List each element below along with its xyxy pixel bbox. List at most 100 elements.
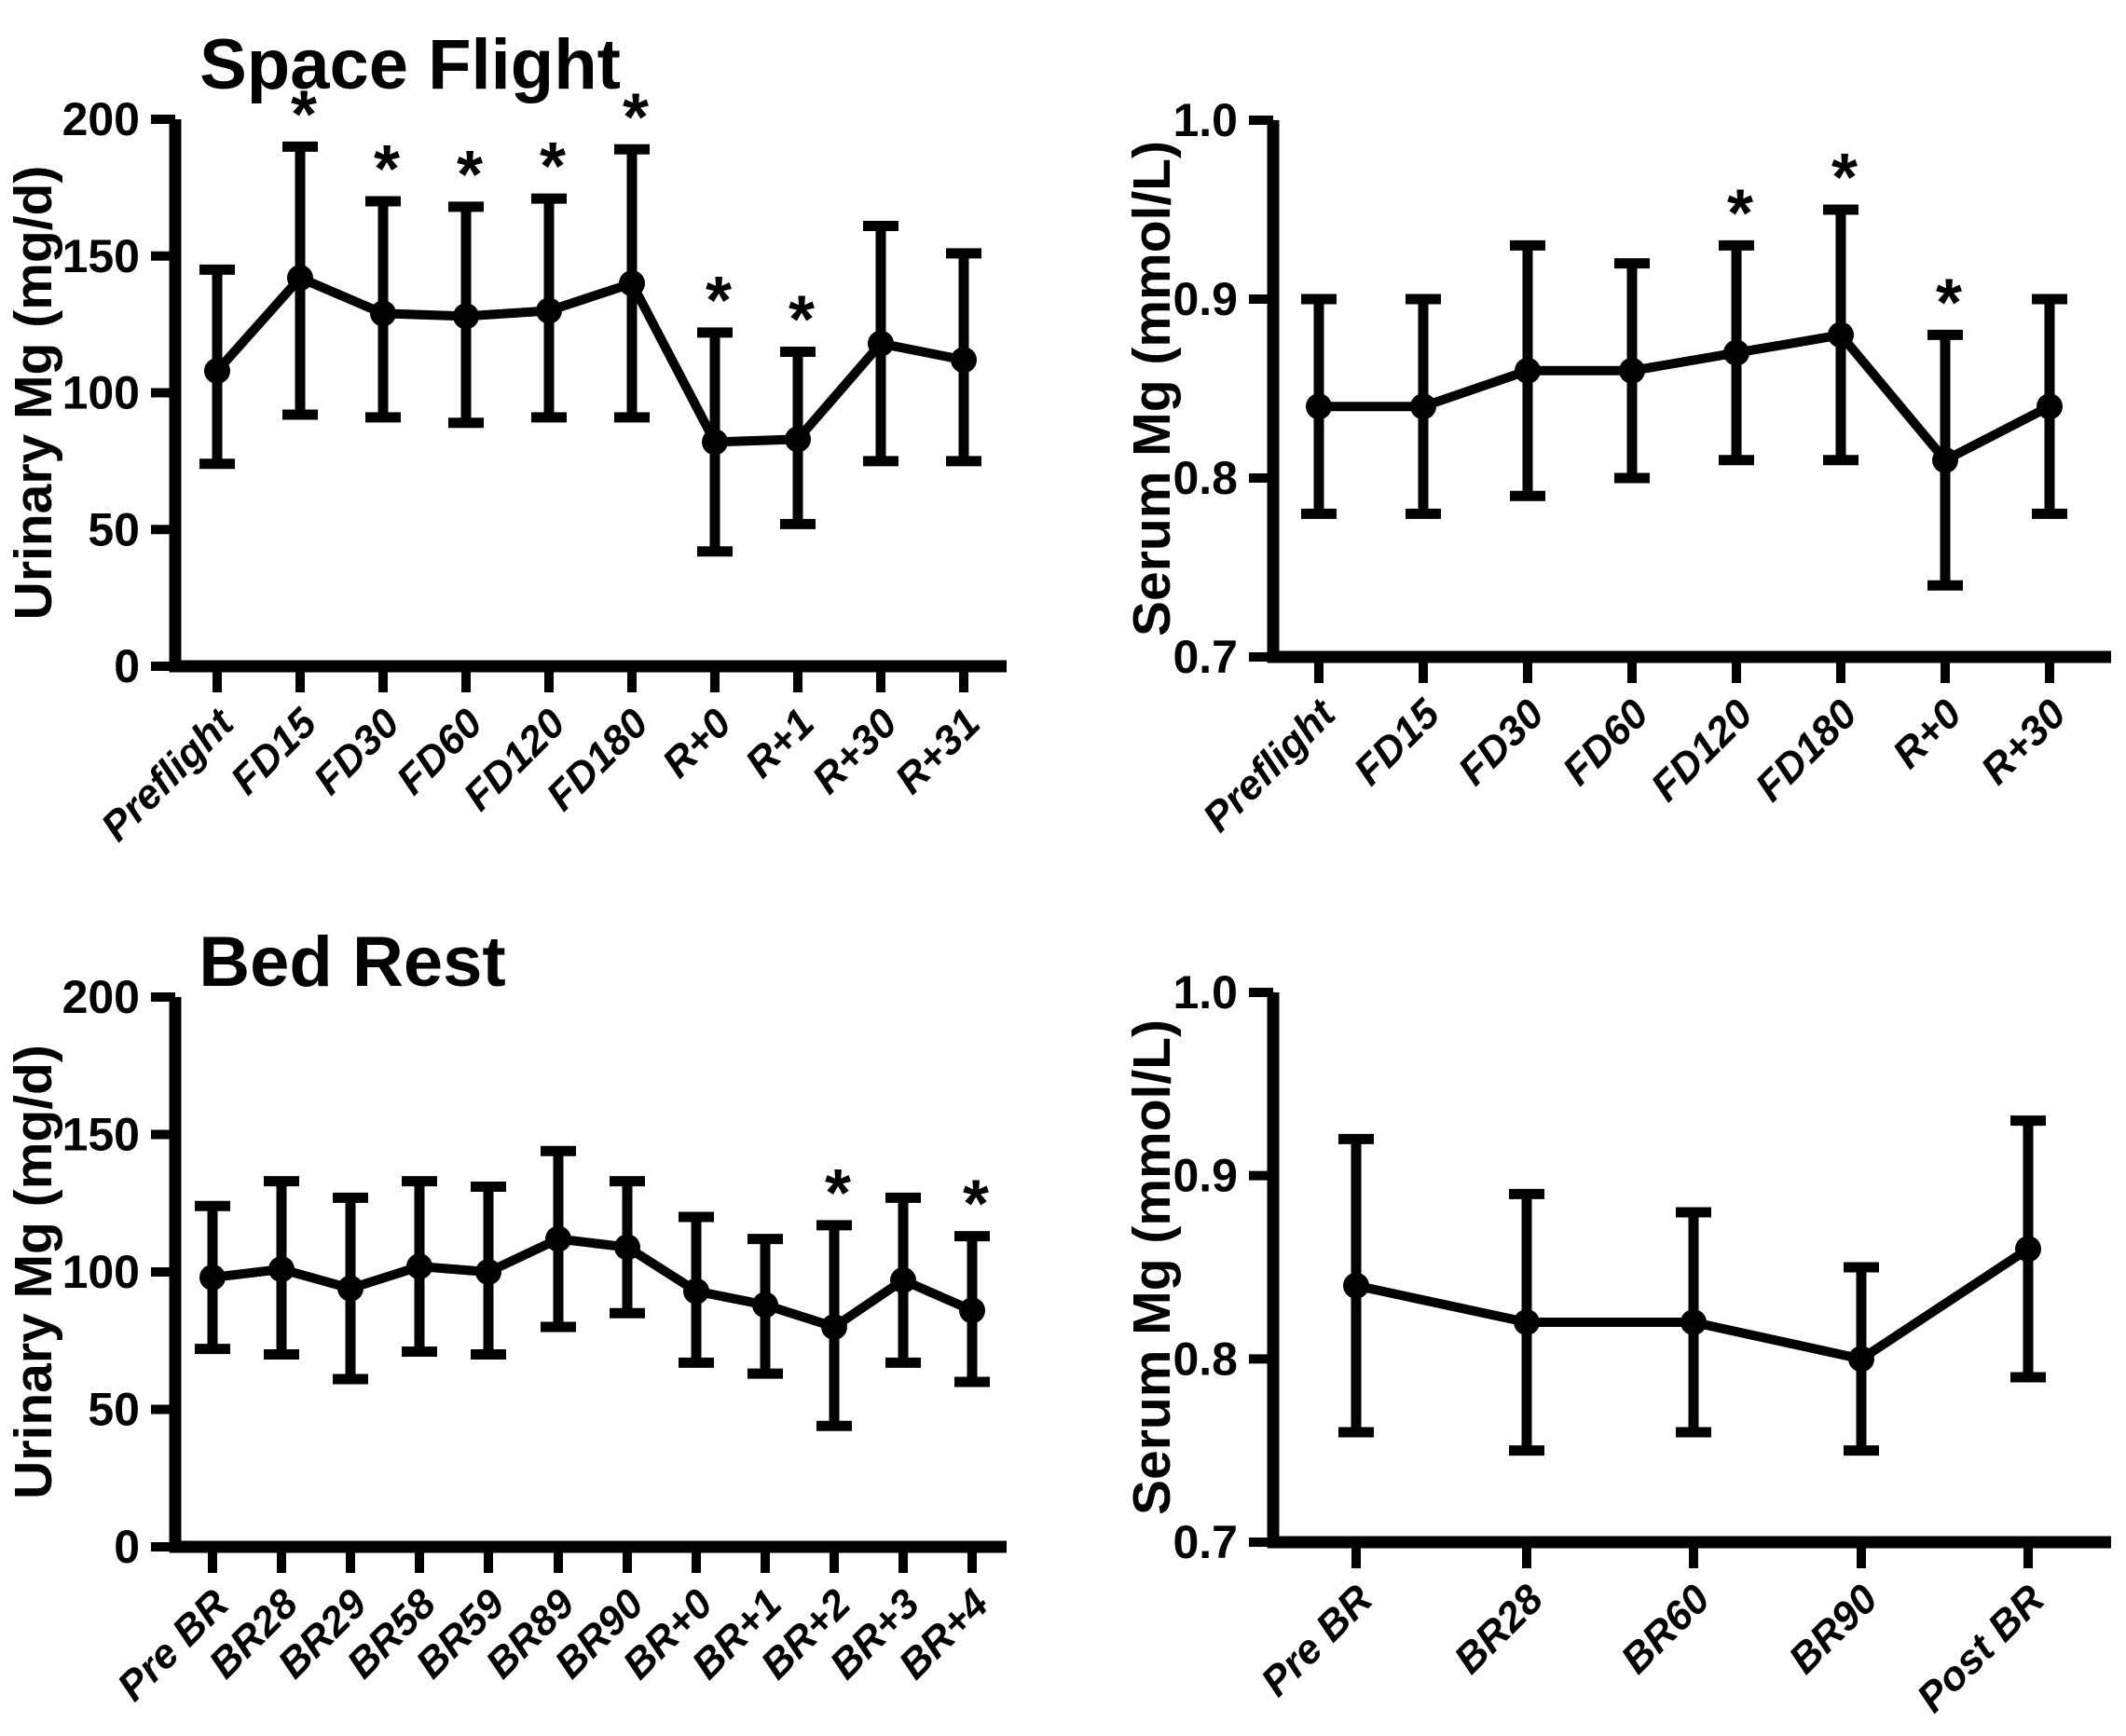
data-series-line: [1319, 330, 2052, 465]
significance-asterisk: *: [1727, 176, 1753, 251]
significance-asterisk: *: [291, 77, 317, 152]
x-tick-label: BR90: [1780, 1576, 1887, 1683]
data-point: [1848, 1346, 1874, 1373]
data-series-line: [213, 273, 965, 447]
y-tick-label: 0.9: [1173, 273, 1238, 325]
data-point: [1723, 339, 1749, 366]
panel-title: Space Flight: [199, 25, 621, 104]
series-urinary-mg: * * * * * * *: [199, 77, 981, 557]
y-axis-title: Serum Mg (mmol/L): [1122, 141, 1182, 636]
data-point: [287, 265, 313, 292]
x-tick-label: R+0: [1884, 690, 1970, 777]
x-tick-label: BR60: [1612, 1576, 1720, 1683]
significance-asterisk: *: [789, 282, 815, 357]
data-point: [1343, 1272, 1369, 1299]
y-tick-label: 50: [88, 503, 140, 555]
panel-title: Bed Rest: [199, 923, 505, 1002]
x-tick-label: FD15: [222, 700, 325, 803]
significance-asterisk: *: [1831, 141, 1858, 215]
data-point: [1410, 393, 1436, 420]
y-tick-label: 0: [114, 640, 140, 692]
significance-asterisk: *: [825, 1156, 851, 1231]
data-point: [199, 1264, 226, 1291]
data-point: [204, 358, 230, 385]
x-tick-label: FD180: [1747, 690, 1866, 810]
data-point: [2015, 1236, 2041, 1263]
data-point: [2037, 393, 2063, 420]
significance-asterisk: *: [540, 130, 566, 204]
y-tick-label: 0.8: [1173, 452, 1238, 504]
data-point: [1680, 1309, 1707, 1335]
y-tick-label: 200: [62, 971, 140, 1023]
data-point: [821, 1314, 847, 1340]
y-tick-label: 0.7: [1173, 631, 1238, 683]
data-point: [619, 270, 645, 297]
y-tick-label: 0: [114, 1521, 140, 1573]
data-point: [545, 1225, 571, 1252]
series-serum-mg: * * *: [1301, 141, 2067, 591]
data-point: [785, 426, 811, 453]
data-point: [268, 1256, 295, 1283]
x-tick-label: R+30: [1972, 690, 2075, 793]
data-point: [406, 1253, 432, 1280]
x-tick-label: Preflight: [92, 699, 243, 850]
data-point: [1932, 446, 1958, 473]
data-series-line: [212, 1234, 975, 1332]
x-tick-label: FD120: [1642, 690, 1762, 810]
y-tick-label: 0.8: [1173, 1333, 1238, 1385]
y-tick-label: 150: [62, 1109, 140, 1161]
panel-bedrest-serum: Serum Mg (mmol/L)0.7 0.8 0.9 1.0 Pre BR BR28 B…: [1122, 966, 2111, 1721]
data-point: [890, 1266, 916, 1293]
data-point: [453, 303, 479, 330]
y-tick-label: 1.0: [1173, 966, 1238, 1018]
significance-asterisk: *: [706, 264, 732, 338]
y-tick-label: 150: [62, 230, 140, 282]
data-point: [868, 330, 894, 357]
data-point: [536, 297, 562, 324]
data-point: [337, 1275, 363, 1302]
data-point: [752, 1292, 778, 1319]
x-tick-label: Preflight: [1194, 690, 1345, 841]
series-urinary-mg: * *: [195, 1145, 990, 1431]
x-tick-label: FD15: [1345, 690, 1448, 794]
y-tick-label: 200: [62, 93, 140, 145]
significance-asterisk: *: [1936, 266, 1962, 340]
y-axis-title: Urinary Mg (mg/d): [4, 1045, 63, 1499]
data-point: [1306, 393, 1332, 420]
y-axis-title: Urinary Mg (mg/d): [4, 166, 63, 621]
x-tick-label: R+30: [803, 700, 906, 802]
panel-spaceflight-urinary: Space Flight Urinary Mg (mg/d) 0 50 100 150 20…: [4, 25, 1007, 850]
y-tick-label: 100: [62, 367, 140, 419]
significance-asterisk: *: [623, 80, 649, 155]
y-axis-title: Serum Mg (mmol/L): [1122, 1019, 1182, 1515]
data-point: [614, 1234, 640, 1261]
significance-asterisk: *: [963, 1168, 989, 1242]
data-point: [1514, 1309, 1540, 1335]
x-tick-label: BR28: [1446, 1576, 1553, 1683]
data-point: [1619, 357, 1645, 384]
significance-asterisk: *: [457, 138, 483, 212]
x-tick-label: R+31: [886, 700, 989, 802]
data-point: [959, 1297, 985, 1324]
data-point: [951, 347, 977, 374]
y-tick-label: 50: [88, 1384, 140, 1436]
significance-asterisk: *: [374, 132, 400, 207]
data-point: [683, 1278, 709, 1305]
data-point: [1828, 321, 1854, 349]
y-tick-label: 0.9: [1173, 1150, 1238, 1202]
data-point: [702, 429, 728, 456]
x-tick-label: FD30: [305, 700, 408, 803]
x-tick-label: Post BR: [1908, 1576, 2053, 1721]
x-tick-label: R+0: [653, 700, 740, 786]
data-point: [475, 1259, 501, 1285]
x-tick-label: FD30: [1449, 690, 1553, 794]
data-point: [370, 300, 396, 327]
data-point: [1515, 357, 1541, 384]
y-tick-label: 0.7: [1173, 1516, 1238, 1568]
y-tick-label: 1.0: [1173, 94, 1238, 146]
series-serum-mg: [1338, 1115, 2046, 1456]
